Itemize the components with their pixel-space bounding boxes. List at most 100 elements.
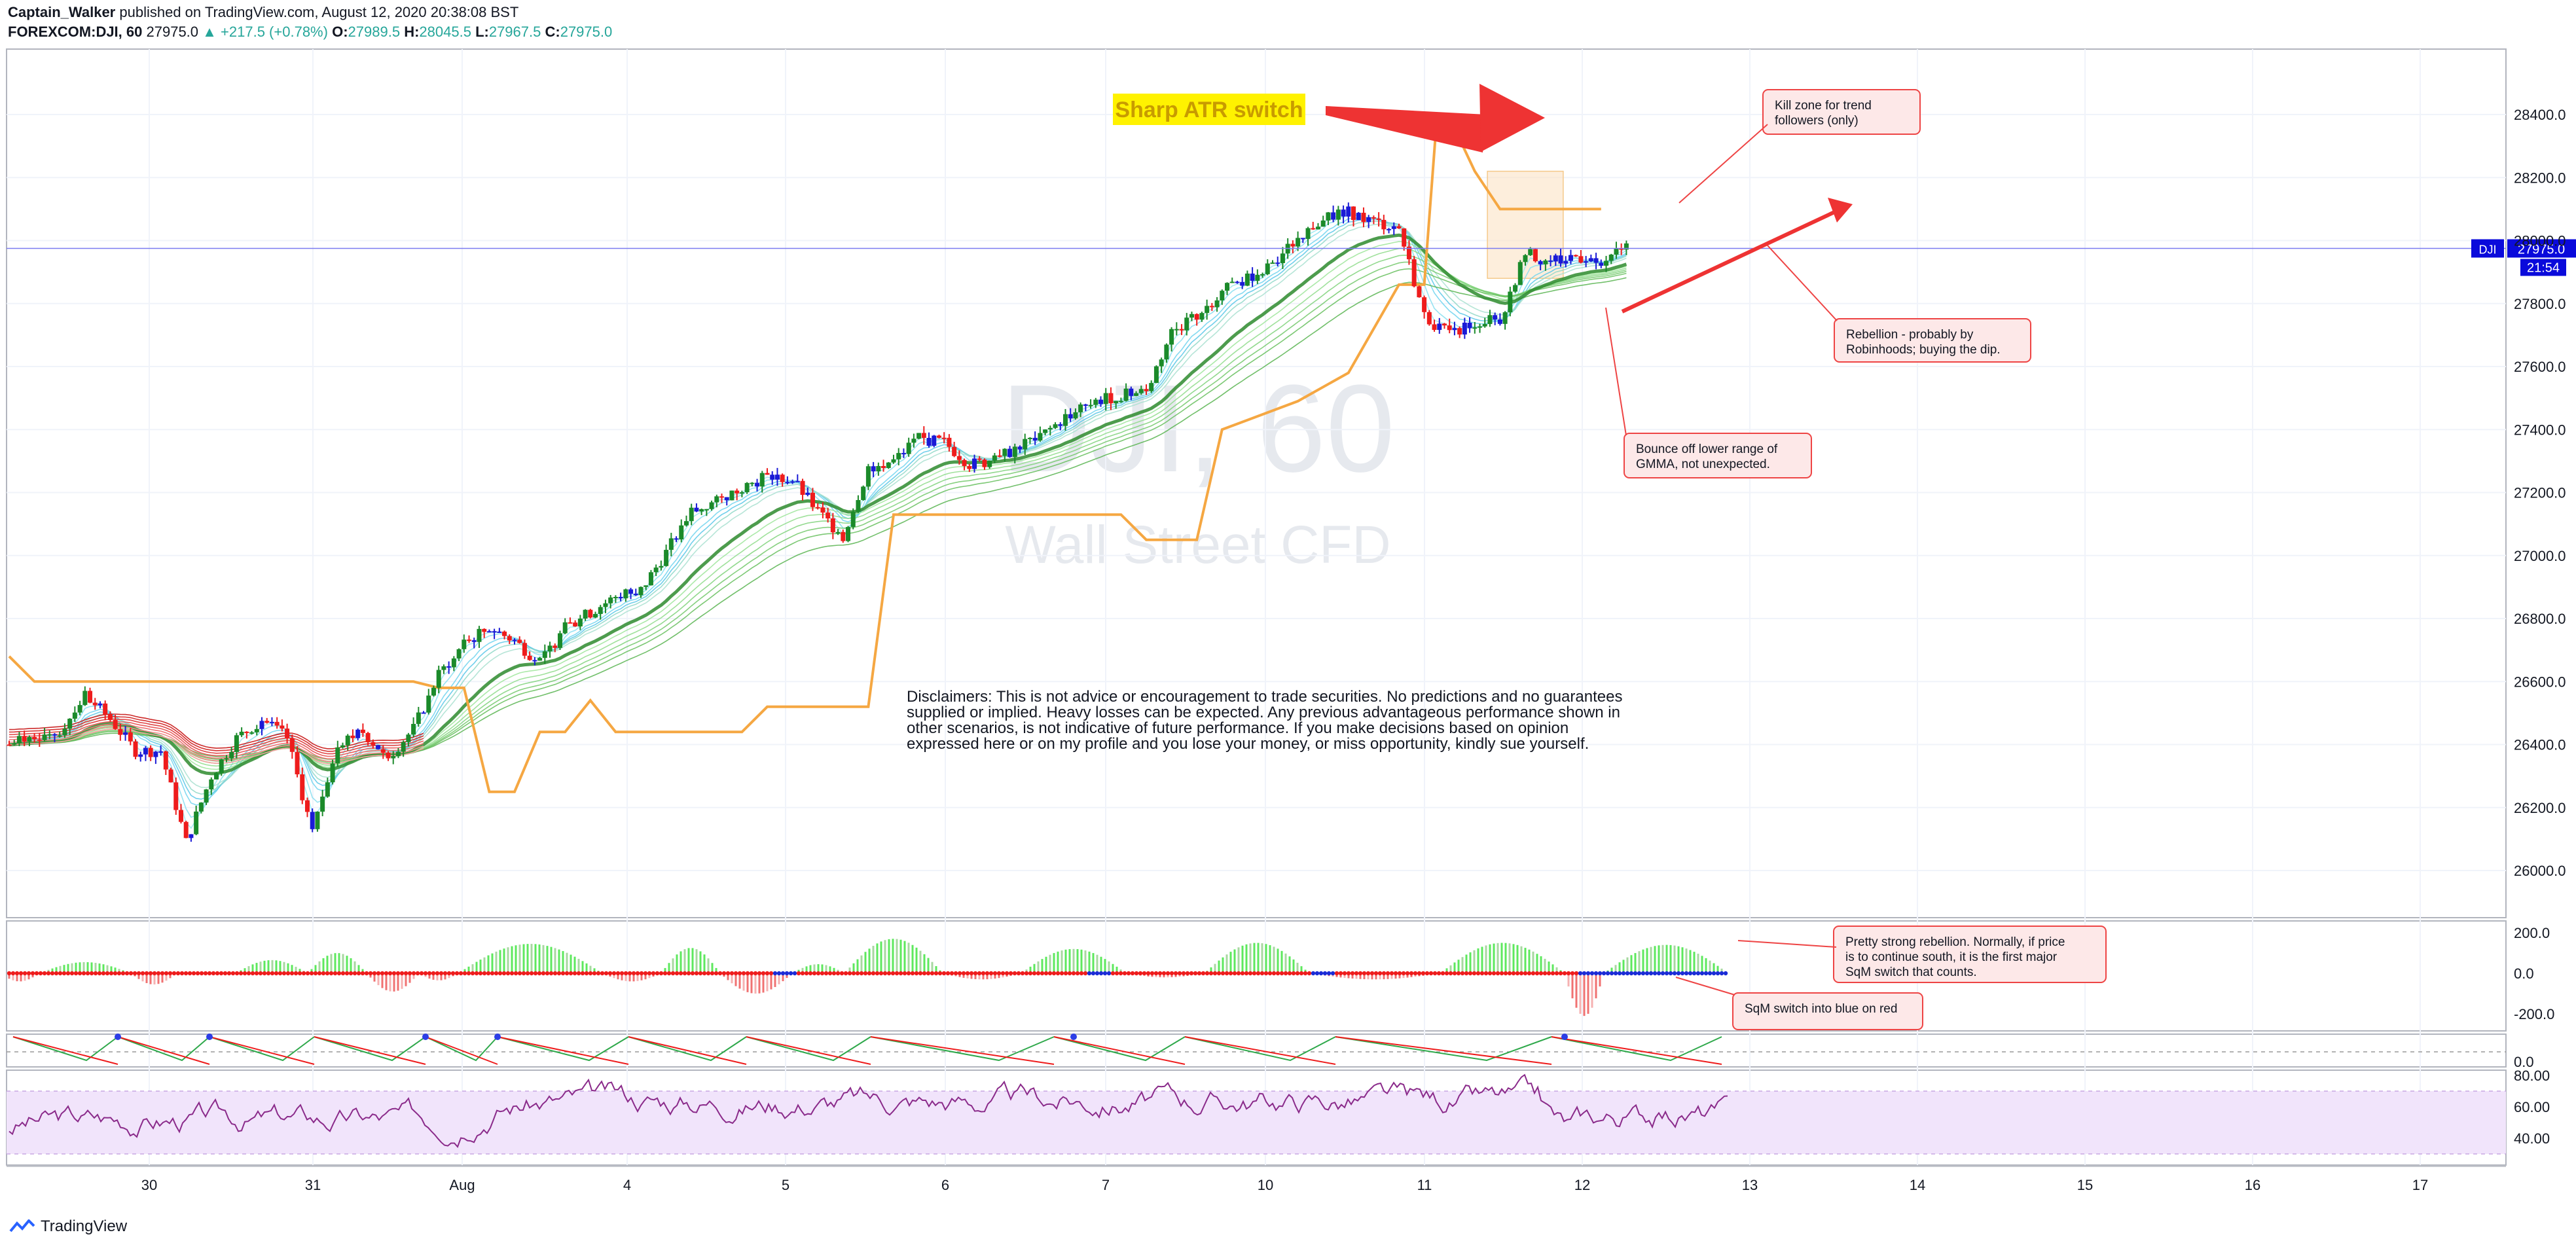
- sqm-dot: [54, 971, 59, 976]
- sqm-dot: [1464, 971, 1469, 976]
- sqm-dot: [89, 971, 94, 976]
- candle-body: [1472, 327, 1478, 329]
- candle-body: [547, 645, 553, 652]
- candle-body: [1123, 388, 1129, 401]
- candle-body: [1311, 228, 1316, 230]
- candle-body: [694, 507, 699, 512]
- rebellion-note-line: Rebellion - probably by: [1846, 328, 1974, 342]
- sqm-dot: [1173, 971, 1178, 976]
- sqm-dot: [1208, 971, 1214, 976]
- sqm-dot: [1071, 971, 1076, 976]
- candle-body: [1452, 328, 1457, 331]
- sqm-dot: [670, 971, 676, 976]
- saw-marker: [1070, 1034, 1077, 1040]
- sqm-dot: [831, 971, 837, 976]
- candle-body: [1169, 329, 1174, 345]
- sqm-dot: [1589, 971, 1595, 976]
- disclaimer-line: expressed here or on my profile and you …: [907, 735, 1589, 753]
- sqm-dot: [1169, 971, 1174, 976]
- candle-body: [173, 782, 179, 810]
- candle-body: [395, 751, 401, 757]
- candle-body: [982, 459, 987, 467]
- sqm-dot: [639, 971, 644, 976]
- sqm-dot: [1342, 971, 1347, 976]
- sqm-dot: [564, 971, 570, 976]
- high-value: 28045.5: [419, 24, 471, 40]
- candle-body: [952, 446, 957, 456]
- sqm-dot: [1315, 971, 1320, 976]
- sqm-dot: [1641, 971, 1646, 976]
- sqm-dot: [682, 971, 687, 976]
- candle-body: [1462, 323, 1467, 335]
- tradingview-logo[interactable]: TradingView: [9, 1217, 127, 1236]
- sqm-dot: [1177, 971, 1182, 976]
- candle-body: [1260, 274, 1265, 276]
- sqm-dot: [1216, 971, 1222, 976]
- candle-body: [300, 774, 305, 800]
- candle-body: [1361, 213, 1366, 223]
- sawtooth-pane-frame: [6, 1034, 2507, 1068]
- candle-body: [1209, 306, 1214, 308]
- candle-body: [820, 507, 825, 513]
- candle-body: [1023, 439, 1028, 450]
- change-label: ▲ +217.5 (+0.78%): [202, 24, 328, 40]
- sqm-dot: [1087, 971, 1092, 976]
- saw-tick-label: 0.0: [2514, 1054, 2534, 1070]
- candle-body: [340, 745, 346, 747]
- sqm-dot: [1130, 971, 1135, 976]
- sqm-dot: [890, 971, 896, 976]
- sharp-atr-label: Sharp ATR switch: [1115, 98, 1303, 122]
- candle-body: [1619, 248, 1624, 250]
- sqm-dot: [329, 971, 334, 976]
- sqm-dot: [772, 971, 778, 976]
- saw-marker: [115, 1034, 121, 1040]
- candle-body: [1174, 329, 1179, 331]
- candle-body: [598, 607, 603, 615]
- sqm-dot: [215, 971, 220, 976]
- candle-body: [628, 589, 634, 594]
- candle-body: [1584, 261, 1589, 263]
- sqm-dot: [443, 971, 448, 976]
- sqm-dot: [906, 971, 911, 976]
- candle-body: [765, 473, 770, 475]
- sqm-dot: [800, 971, 805, 976]
- candle-body: [1482, 324, 1487, 327]
- sqm-dot: [73, 971, 79, 976]
- candle-body: [406, 734, 411, 742]
- candle-body: [1604, 261, 1609, 266]
- sqm-dot: [105, 971, 110, 976]
- candle-body: [674, 538, 679, 540]
- sqm-dot: [62, 971, 67, 976]
- candle-body: [1078, 404, 1083, 412]
- sqm-dot: [1091, 971, 1096, 976]
- candle-body: [1093, 399, 1098, 405]
- sqm-dot: [871, 971, 876, 976]
- sqm-dot: [203, 971, 208, 976]
- sqm-dot: [1322, 971, 1328, 976]
- candle-body: [138, 754, 143, 757]
- candle-body: [47, 734, 52, 736]
- sqm-dot: [1421, 971, 1426, 976]
- pretty-strong-note-line: Pretty strong rebellion. Normally, if pr…: [1845, 935, 2065, 949]
- sqm-dot: [1715, 971, 1720, 976]
- author-name[interactable]: Captain_Walker: [8, 4, 116, 20]
- candle-body: [1538, 261, 1543, 264]
- candle-body: [1275, 262, 1280, 264]
- candle-body: [1058, 424, 1063, 426]
- sqm-dot: [1570, 971, 1575, 976]
- candle-body: [1573, 255, 1578, 257]
- sqm-dot: [1252, 971, 1257, 976]
- sqm-dot: [1507, 971, 1512, 976]
- sqm-dot: [395, 971, 401, 976]
- candle-body: [911, 439, 916, 443]
- sqm-dot: [604, 971, 609, 976]
- sqm-dot: [58, 971, 63, 976]
- symbol-label[interactable]: FOREXCOM:DJI, 60: [8, 24, 143, 40]
- saw-red-line: [425, 1036, 498, 1065]
- candle-body: [891, 459, 896, 463]
- time-tick-label: 10: [1258, 1177, 1273, 1193]
- sqm-dot: [580, 971, 585, 976]
- sqm-dot: [666, 971, 672, 976]
- sqm-dot: [1373, 971, 1379, 976]
